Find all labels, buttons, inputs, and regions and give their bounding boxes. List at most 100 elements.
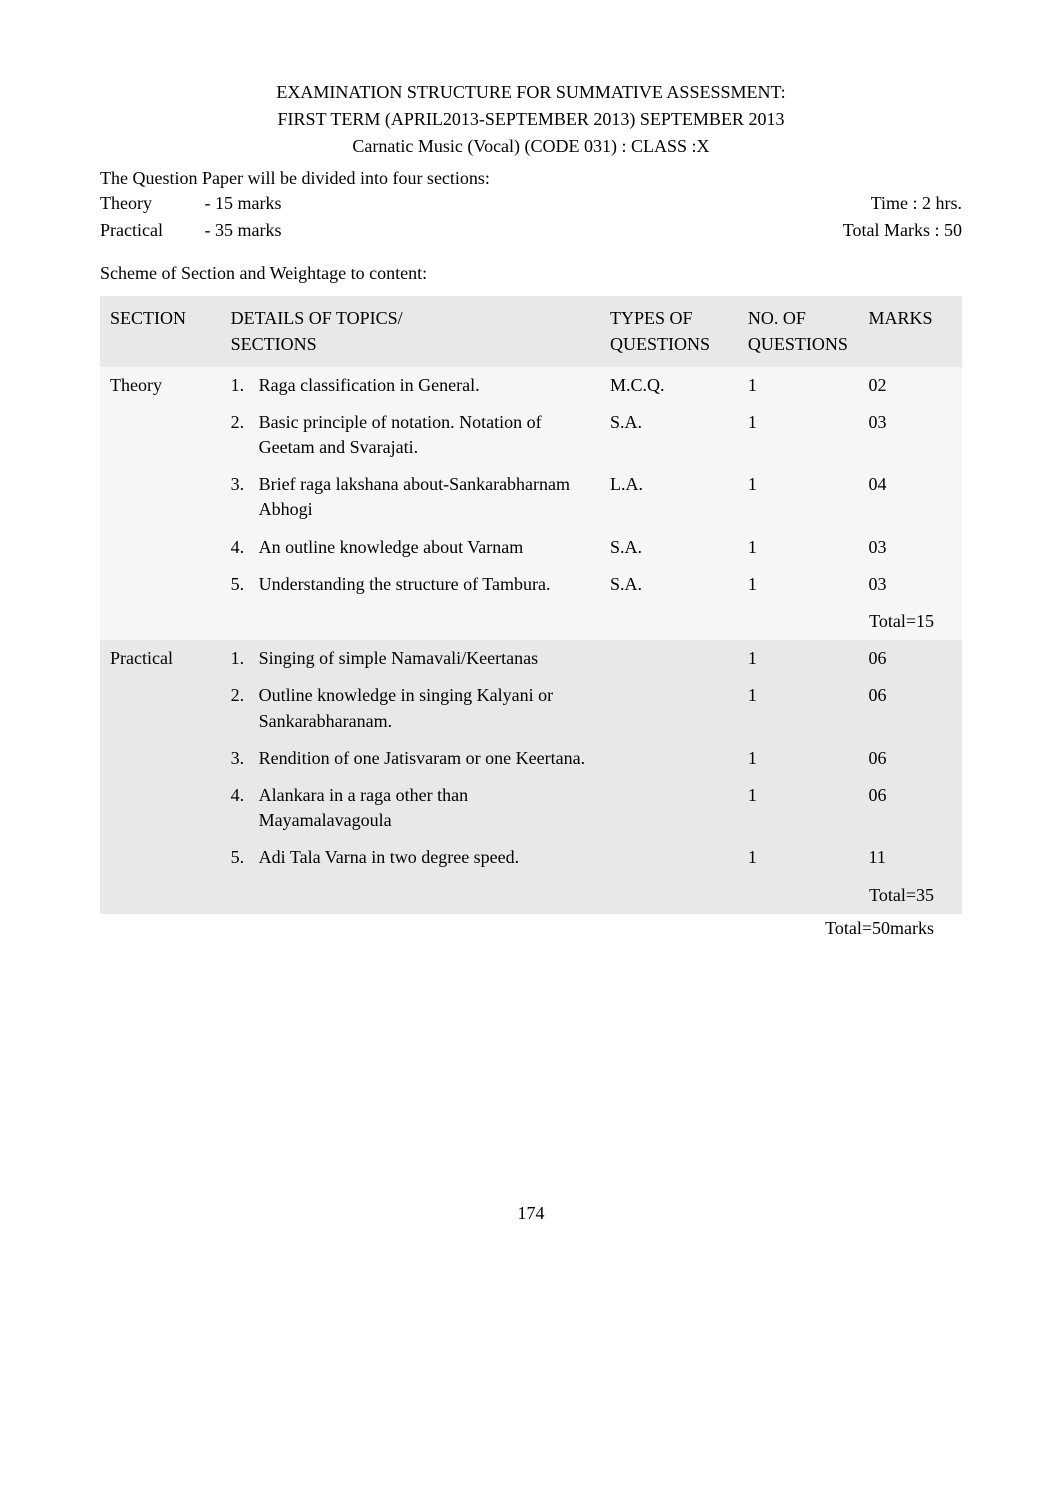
details-cell: 5. Understanding the structure of Tambur…	[221, 566, 600, 603]
item-num: 5.	[231, 845, 251, 870]
noq-cell: 1	[738, 466, 859, 528]
col-header-marks: MARKS	[859, 296, 962, 366]
details-cell: 1. Raga classification in General.	[221, 367, 600, 404]
details-cell: 2. Basic principle of notation. Notation…	[221, 404, 600, 466]
practical-total: Total=35	[100, 877, 962, 914]
table-row: 3. Brief raga lakshana about-Sankarabhar…	[100, 466, 962, 528]
item-num: 2.	[231, 683, 251, 733]
type-cell	[600, 777, 738, 839]
intro-time: Time : 2 hrs.	[871, 191, 962, 216]
intro-divided: The Question Paper will be divided into …	[100, 166, 962, 191]
intro-theory-marks: - 15 marks	[205, 193, 282, 213]
assessment-table: SECTION DETAILS OF TOPICS/ SECTIONS TYPE…	[100, 296, 962, 913]
col-types-l1: TYPES OF	[610, 306, 728, 331]
table-row: 4. Alankara in a raga other than Mayamal…	[100, 777, 962, 839]
item-num: 1.	[231, 373, 251, 398]
item-text: Raga classification in General.	[259, 373, 590, 398]
item-text: Basic principle of notation. Notation of…	[259, 410, 590, 460]
table-row: 2. Outline knowledge in singing Kalyani …	[100, 677, 962, 739]
table-row: 4. An outline knowledge about Varnam S.A…	[100, 529, 962, 566]
col-details-l1: DETAILS OF TOPICS/	[231, 306, 590, 331]
table-row: 3. Rendition of one Jatisvaram or one Ke…	[100, 740, 962, 777]
practical-total-row: Total=35	[100, 877, 962, 914]
item-text: Adi Tala Varna in two degree speed.	[259, 845, 590, 870]
item-num: 4.	[231, 783, 251, 833]
item-num: 2.	[231, 410, 251, 460]
marks-cell: 02	[859, 367, 962, 404]
header-line-2: FIRST TERM (APRIL2013-SEPTEMBER 2013) SE…	[100, 107, 962, 132]
document-header: EXAMINATION STRUCTURE FOR SUMMATIVE ASSE…	[100, 80, 962, 160]
marks-cell: 04	[859, 466, 962, 528]
marks-cell: 06	[859, 740, 962, 777]
type-cell: S.A.	[600, 529, 738, 566]
item-num: 4.	[231, 535, 251, 560]
item-text: Understanding the structure of Tambura.	[259, 572, 590, 597]
item-text: Alankara in a raga other than Mayamalava…	[259, 783, 590, 833]
noq-cell: 1	[738, 740, 859, 777]
noq-cell: 1	[738, 529, 859, 566]
section-cell: Practical	[100, 640, 221, 677]
details-cell: 5. Adi Tala Varna in two degree speed.	[221, 839, 600, 876]
marks-cell: 03	[859, 529, 962, 566]
marks-cell: 06	[859, 640, 962, 677]
grand-total: Total=50marks	[100, 916, 962, 941]
noq-cell: 1	[738, 640, 859, 677]
table-row: Theory 1. Raga classification in General…	[100, 367, 962, 404]
item-text: Brief raga lakshana about-Sankarabharnam…	[259, 472, 590, 522]
intro-practical-left: Practical - 35 marks	[100, 218, 281, 243]
intro-practical-row: Practical - 35 marks Total Marks : 50	[100, 218, 962, 243]
type-cell	[600, 640, 738, 677]
col-header-section: SECTION	[100, 296, 221, 366]
col-details-l2: SECTIONS	[231, 332, 590, 357]
theory-total-row: Total=15	[100, 603, 962, 640]
col-section-l1: SECTION	[110, 306, 211, 331]
item-num: 3.	[231, 746, 251, 771]
item-num: 1.	[231, 646, 251, 671]
type-cell	[600, 677, 738, 739]
item-text: Rendition of one Jatisvaram or one Keert…	[259, 746, 590, 771]
table-row: 5. Understanding the structure of Tambur…	[100, 566, 962, 603]
type-cell: M.C.Q.	[600, 367, 738, 404]
noq-cell: 1	[738, 404, 859, 466]
noq-cell: 1	[738, 839, 859, 876]
marks-cell: 03	[859, 566, 962, 603]
details-cell: 3. Brief raga lakshana about-Sankarabhar…	[221, 466, 600, 528]
noq-cell: 1	[738, 777, 859, 839]
item-text: An outline knowledge about Varnam	[259, 535, 590, 560]
practical-tbody: Practical 1. Singing of simple Namavali/…	[100, 640, 962, 914]
intro-total-marks: Total Marks : 50	[843, 218, 962, 243]
intro-theory-left: Theory - 15 marks	[100, 191, 281, 216]
type-cell	[600, 839, 738, 876]
col-types-l2: QUESTIONS	[610, 332, 728, 357]
header-line-3: Carnatic Music (Vocal) (CODE 031) : CLAS…	[100, 134, 962, 159]
intro-theory-label: Theory	[100, 191, 200, 216]
col-header-noq: NO. OF QUESTIONS	[738, 296, 859, 366]
col-noq-l2: QUESTIONS	[748, 332, 849, 357]
details-cell: 2. Outline knowledge in singing Kalyani …	[221, 677, 600, 739]
item-num: 5.	[231, 572, 251, 597]
marks-cell: 03	[859, 404, 962, 466]
theory-total: Total=15	[100, 603, 962, 640]
noq-cell: 1	[738, 677, 859, 739]
col-header-types: TYPES OF QUESTIONS	[600, 296, 738, 366]
col-marks-l1: MARKS	[869, 306, 952, 331]
table-row: 2. Basic principle of notation. Notation…	[100, 404, 962, 466]
intro-block: The Question Paper will be divided into …	[100, 166, 962, 244]
table-header-row: SECTION DETAILS OF TOPICS/ SECTIONS TYPE…	[100, 296, 962, 366]
scheme-title: Scheme of Section and Weightage to conte…	[100, 261, 962, 286]
type-cell	[600, 740, 738, 777]
col-noq-l1: NO. OF	[748, 306, 849, 331]
type-cell: L.A.	[600, 466, 738, 528]
table-row: Practical 1. Singing of simple Namavali/…	[100, 640, 962, 677]
theory-tbody: Theory 1. Raga classification in General…	[100, 367, 962, 641]
item-text: Singing of simple Namavali/Keertanas	[259, 646, 590, 671]
type-cell: S.A.	[600, 404, 738, 466]
page-number: 174	[100, 1201, 962, 1226]
item-text: Outline knowledge in singing Kalyani or …	[259, 683, 590, 733]
header-line-1: EXAMINATION STRUCTURE FOR SUMMATIVE ASSE…	[100, 80, 962, 105]
noq-cell: 1	[738, 566, 859, 603]
details-cell: 3. Rendition of one Jatisvaram or one Ke…	[221, 740, 600, 777]
details-cell: 4. Alankara in a raga other than Mayamal…	[221, 777, 600, 839]
intro-theory-row: Theory - 15 marks Time : 2 hrs.	[100, 191, 962, 216]
col-header-details: DETAILS OF TOPICS/ SECTIONS	[221, 296, 600, 366]
